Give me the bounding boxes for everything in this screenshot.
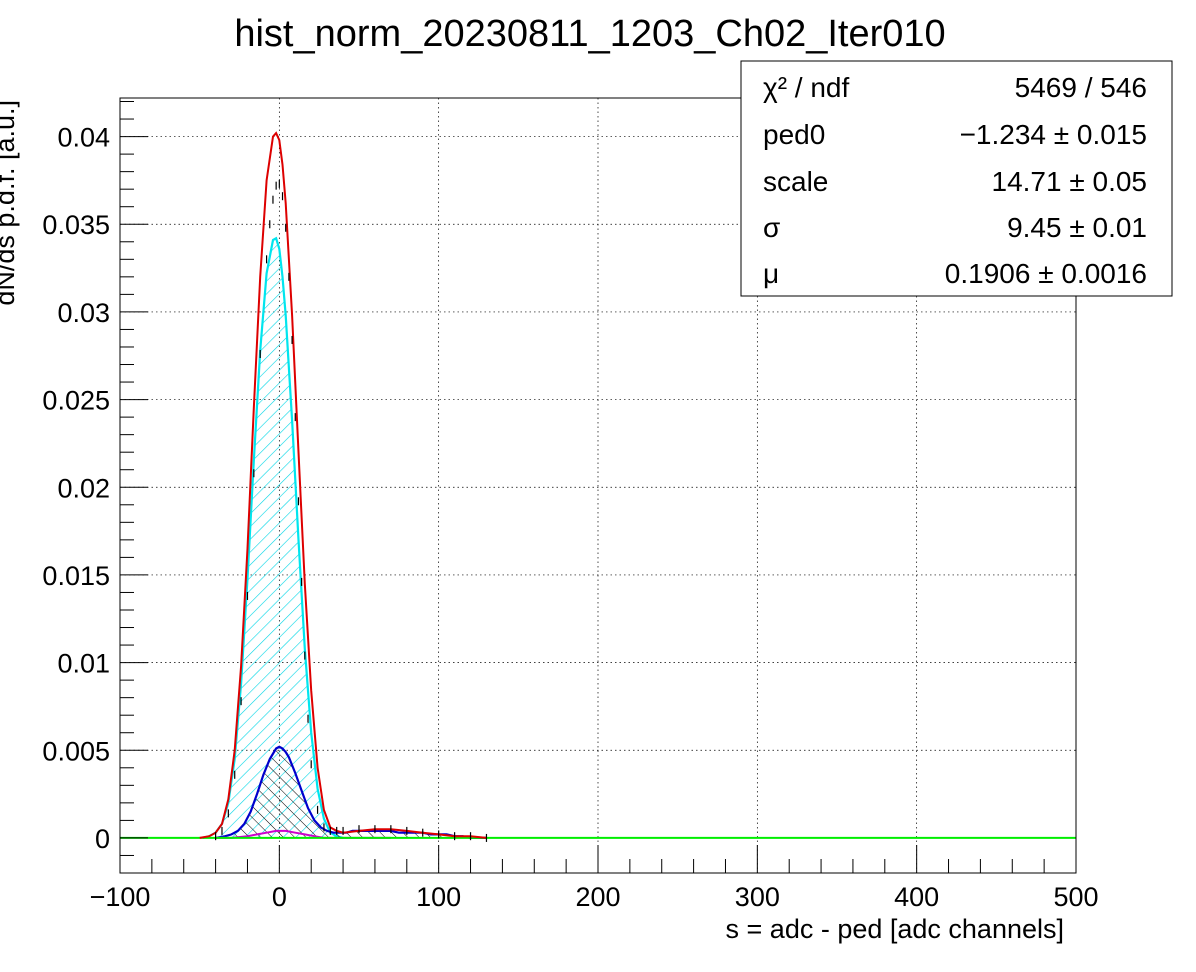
stats-box: χ² / ndf 5469 / 546 ped0 −1.234 ± 0.015 scal… — [740, 60, 1173, 297]
data-points — [215, 179, 488, 842]
y-tick-label: 0.02 — [57, 473, 110, 503]
series-fill — [215, 746, 487, 838]
y-tick-label: 0.015 — [42, 561, 110, 591]
y-tick-label: 0.035 — [42, 210, 110, 240]
x-tick-label: 0 — [272, 882, 287, 912]
y-axis-tick-labels: 0 0.005 0.01 0.015 0.02 0.025 0.03 0.035 0.04 — [42, 123, 110, 854]
stats-label: μ — [763, 258, 779, 289]
y-tick-label: 0.04 — [57, 123, 110, 153]
x-tick-label: 500 — [1053, 882, 1098, 912]
stats-value: −1.234 ± 0.015 — [960, 119, 1147, 150]
x-tick-label: −100 — [90, 882, 151, 912]
y-axis-title: dN/ds p.d.f. [a.u.] — [0, 100, 20, 306]
x-axis-title: s = adc - ped [adc channels] — [726, 914, 1064, 944]
stats-value: 0.1906 ± 0.0016 — [945, 258, 1147, 289]
x-tick-label: 100 — [416, 882, 461, 912]
y-tick-label: 0.01 — [57, 649, 110, 679]
stats-rows: χ² / ndf 5469 / 546 ped0 −1.234 ± 0.015 scal… — [763, 72, 1147, 289]
y-tick-label: 0 — [95, 824, 110, 854]
stats-label: χ² / ndf — [763, 72, 850, 103]
x-tick-label: 400 — [894, 882, 939, 912]
y-axis-ticks — [120, 101, 148, 874]
y-tick-label: 0.03 — [57, 298, 110, 328]
plot-series — [120, 131, 1076, 842]
stats-value: 5469 / 546 — [1015, 72, 1147, 103]
stats-value: 14.71 ± 0.05 — [992, 166, 1148, 197]
series-line — [199, 131, 487, 839]
x-axis-ticks — [119, 845, 1077, 873]
stats-box-frame — [740, 60, 1173, 297]
stats-value: 9.45 ± 0.01 — [1007, 212, 1147, 243]
series-fill — [202, 238, 344, 838]
x-tick-label: 200 — [575, 882, 620, 912]
stats-label: scale — [763, 166, 828, 197]
stats-label: ped0 — [763, 119, 825, 150]
x-axis-tick-labels: −100 0 100 200 300 400 500 — [90, 882, 1099, 912]
chart-title: hist_norm_20230811_1203_Ch02_Iter010 — [234, 13, 945, 55]
x-tick-label: 300 — [735, 882, 780, 912]
y-tick-label: 0.005 — [42, 736, 110, 766]
y-tick-label: 0.025 — [42, 386, 110, 416]
stats-label: σ — [763, 212, 780, 243]
